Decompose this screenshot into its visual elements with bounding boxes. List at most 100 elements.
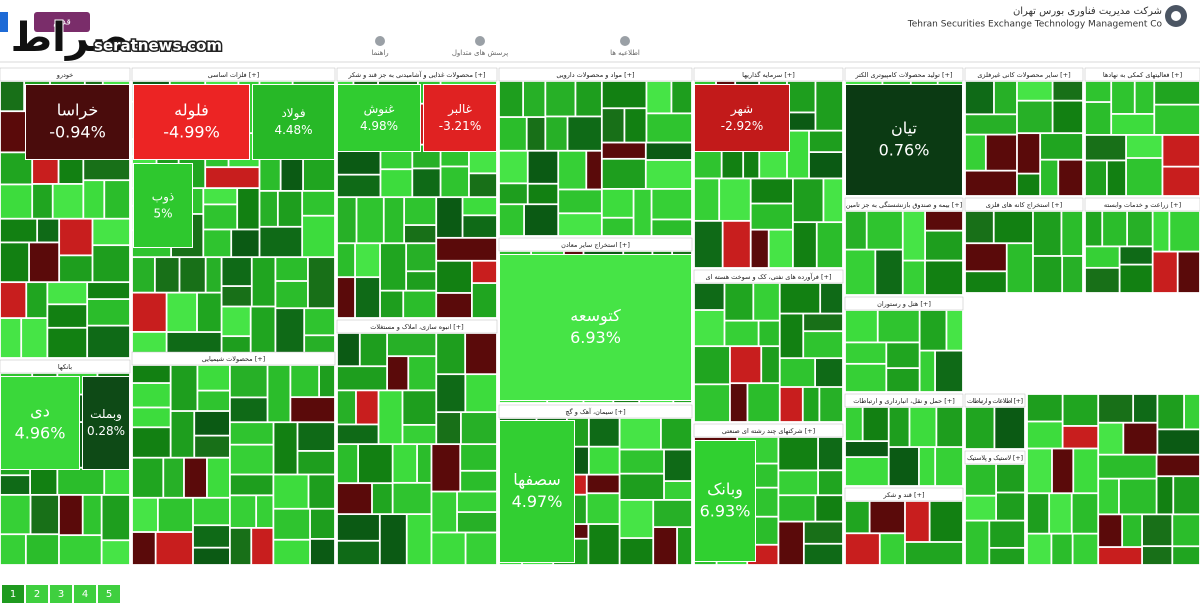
nav-label[interactable]: راهنما <box>371 49 388 57</box>
nav-icon[interactable] <box>475 36 485 46</box>
sector-title[interactable]: سایر محصولات کانی غیرفلزی [+] <box>977 71 1070 79</box>
stock-tile <box>1157 429 1200 455</box>
sector-title[interactable]: بیمه و صندوق بازنشستگی به جز تامین [+] <box>846 201 963 209</box>
sector-title[interactable]: لاستیک و پلاستیک [+] <box>967 454 1023 462</box>
stock-tile <box>815 495 843 522</box>
stock-tile <box>1157 394 1184 430</box>
stock-tile <box>586 474 620 494</box>
sector-title[interactable]: اطلاعات و ارتباطات [+] <box>967 397 1023 405</box>
sector-title[interactable]: شرکتهای چند رشته ای صنعتی [+] <box>722 427 815 435</box>
stock-tile <box>29 242 60 283</box>
stock-tile <box>0 81 25 112</box>
stock-symbol[interactable]: ذوب <box>152 190 174 205</box>
nav-label[interactable]: اطلاعیه ها <box>610 49 640 57</box>
page-button[interactable] <box>98 585 120 603</box>
stock-tile <box>290 397 335 423</box>
stock-change[interactable]: 6.93% <box>700 502 751 521</box>
stock-tile[interactable] <box>423 84 497 152</box>
page-button[interactable] <box>2 585 24 603</box>
stock-tile[interactable] <box>82 376 130 470</box>
old-version-label[interactable]: قدیم <box>53 18 71 28</box>
stock-tile <box>387 356 409 391</box>
sector-title[interactable]: فلزات اساسی [+] <box>208 71 260 79</box>
sector-title[interactable]: تولید محصولات کامپیوتری الکتر [+] <box>854 71 952 79</box>
sector-title[interactable]: بانکها <box>58 363 72 371</box>
stock-tile[interactable] <box>0 376 80 470</box>
stock-change[interactable]: 4.48% <box>274 123 312 137</box>
stock-change[interactable]: -3.21% <box>439 119 481 133</box>
page-number[interactable]: 2 <box>34 589 40 600</box>
page-button[interactable] <box>74 585 96 603</box>
nav-icon[interactable] <box>620 36 630 46</box>
stock-change[interactable]: 0.76% <box>879 141 930 160</box>
stock-tile <box>37 218 60 243</box>
stock-change[interactable]: -4.99% <box>163 123 220 142</box>
sector-title[interactable]: قند و شکر [+] <box>883 491 925 499</box>
sector-title[interactable]: حمل و نقل، انبارداری و ارتباطات [+] <box>853 397 955 405</box>
stock-symbol[interactable]: سصفها <box>513 470 561 490</box>
stock-tile[interactable] <box>499 420 575 563</box>
page-number[interactable]: 4 <box>82 589 88 600</box>
nav-label[interactable]: پرسش های متداول <box>452 49 508 57</box>
nav-icon[interactable] <box>375 36 385 46</box>
sector-title[interactable]: استخراج کانه های فلزی [+] <box>986 201 1063 209</box>
stock-change[interactable]: 6.93% <box>570 328 621 347</box>
stock-symbol[interactable]: دی <box>30 401 50 420</box>
stock-tile[interactable] <box>25 84 130 160</box>
stock-symbol[interactable]: وبملت <box>90 407 122 422</box>
stock-symbol[interactable]: وبانک <box>707 479 743 499</box>
stock-tile[interactable] <box>694 440 756 562</box>
stock-symbol[interactable]: خراسا <box>57 100 98 120</box>
stock-change[interactable]: 4.97% <box>512 492 563 511</box>
stock-tile <box>778 437 818 471</box>
sector-title[interactable]: مواد و محصولات دارویی [+] <box>556 71 634 79</box>
sector-title[interactable]: خودرو <box>56 71 74 79</box>
sector-title[interactable]: فعالیتهای کمکی به نهادها [+] <box>1103 71 1182 79</box>
stock-tile <box>965 211 994 244</box>
stock-tile <box>355 243 380 278</box>
sector-header <box>693 423 844 438</box>
stock-tile <box>1119 264 1153 293</box>
stock-change[interactable]: 4.98% <box>360 119 398 133</box>
page-number[interactable]: 3 <box>58 589 64 600</box>
stock-change[interactable]: 5% <box>153 206 172 220</box>
sector-title[interactable]: زراعت و خدمات وابسته [+] <box>1104 201 1181 209</box>
stock-symbol[interactable]: فولاد <box>281 106 305 121</box>
stock-tile[interactable] <box>337 84 421 152</box>
stock-symbol[interactable]: غنوش <box>364 102 395 117</box>
stock-tile[interactable] <box>252 84 335 160</box>
page-number[interactable]: 5 <box>106 589 112 600</box>
stock-symbol[interactable]: کتوسعه <box>570 306 621 326</box>
old-version-button[interactable] <box>34 12 90 32</box>
stock-tile <box>259 154 281 191</box>
stock-tile[interactable] <box>694 84 790 152</box>
stock-tile[interactable] <box>133 84 250 160</box>
sector-title[interactable]: سیمان، آهک و گچ [+] <box>565 407 625 416</box>
stock-tile <box>619 418 661 450</box>
stock-symbol[interactable]: فلوله <box>174 100 209 120</box>
stock-symbol[interactable]: غالبر <box>447 102 472 117</box>
stock-symbol[interactable]: تیان <box>891 118 917 137</box>
stock-tile[interactable] <box>499 254 692 401</box>
sector-title[interactable]: سرمایه گذاریها [+] <box>742 71 795 79</box>
stock-symbol[interactable]: شهر <box>730 102 753 117</box>
stock-change[interactable]: 4.96% <box>15 424 66 443</box>
sector-title[interactable]: فرآورده های نفتی، کک و سوخت هسته ای [+] <box>705 272 831 281</box>
stock-tile <box>527 183 559 205</box>
stock-change[interactable]: 0.28% <box>87 424 125 438</box>
sector-header <box>0 67 131 82</box>
stock-tile[interactable] <box>133 163 193 248</box>
side-button[interactable] <box>0 12 8 32</box>
stock-tile[interactable] <box>845 84 963 196</box>
stock-change[interactable]: -2.92% <box>721 119 763 133</box>
stock-change[interactable]: -0.94% <box>49 123 106 142</box>
sector-title[interactable]: هتل و رستوران [+] <box>877 300 931 308</box>
stock-tile <box>471 283 497 318</box>
sector-title[interactable]: استخراج سایر معادن [+] <box>561 241 630 249</box>
page-number[interactable]: 1 <box>10 589 16 600</box>
page-button[interactable] <box>26 585 48 603</box>
sector-title[interactable]: محصولات غذایی و آشامیدنی به جز قند و شکر… <box>347 70 485 79</box>
sector-title[interactable]: محصولات شیمیایی [+] <box>202 355 266 363</box>
page-button[interactable] <box>50 585 72 603</box>
sector-title[interactable]: انبوه سازی، املاک و مستغلات [+] <box>370 323 463 331</box>
